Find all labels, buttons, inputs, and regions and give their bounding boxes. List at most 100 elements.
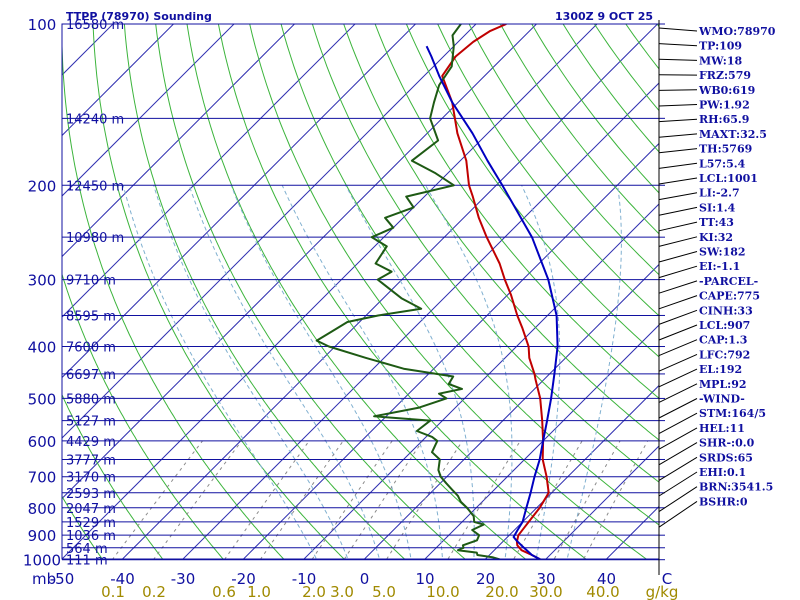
pressure-unit-label: mb [32,570,56,588]
dry-adiabat-line [155,24,466,559]
height-label: 12450 m [66,179,124,194]
pressure-tick-label: 500 [28,390,57,408]
wind-barb [658,398,698,419]
mixing-ratio-tick-label: 0.1 [101,583,125,600]
isobar-lines [62,23,665,561]
wind-barb [658,368,698,388]
dry-adiabat-line [468,24,659,276]
wind-barb [658,118,698,123]
index-entry: SI:1.4 [699,201,736,214]
pressure-tick-label: 200 [28,177,57,195]
height-label: 7600 m [66,341,116,356]
height-label: 16580 m [66,18,124,33]
height-label: 2047 m [66,502,116,517]
index-entry: -PARCEL- [699,275,758,288]
mixing-ratio-tick-label: 10.0 [426,583,459,600]
wind-barb [658,206,698,216]
moist-adiabat-line [230,185,412,559]
isotherm-line [121,24,659,559]
mixing-ratio-tick-label: 5.0 [372,583,396,600]
index-entry: CAP:1.3 [699,334,747,347]
temperature-tick-label: 0 [360,570,370,588]
moist-adiabat-line [153,185,349,559]
height-label: 8595 m [66,309,116,324]
mixing-ratio-tick-label: 0.6 [212,583,236,600]
index-entry: HEL:11 [699,422,745,435]
height-label: 5880 m [66,392,116,407]
index-entry: TT:43 [699,216,734,229]
height-label: 1036 m [66,529,116,544]
index-entry: CAPE:775 [699,290,760,303]
wind-barb [658,486,698,513]
height-label: 564 m [66,542,108,557]
isotherm-line [363,263,659,559]
height-label: 9710 m [66,274,116,289]
mixing-ratio-line [112,440,203,559]
wind-barbs [658,20,698,575]
moist-adiabat-line [521,185,561,559]
pressure-tick-label: 600 [28,433,57,451]
dry-adiabat-line [249,24,648,559]
dry-adiabat-line [343,24,659,441]
index-entry: LI:-2.7 [699,187,740,200]
dry-adiabat-line [123,24,406,559]
dry-adiabat-line [311,24,659,483]
temperature-tick-label: -30 [171,570,196,588]
wind-barb [658,309,698,325]
isotherm-line [62,24,417,379]
wind-barb [658,236,698,247]
chart-datetime: 1300Z 9 OCT 25 [555,10,653,23]
parcel-trace [425,45,559,559]
index-entry: STM:164/5 [699,407,766,420]
index-entry: SRDS:65 [699,451,753,464]
dry-adiabat-line [405,24,659,358]
index-entry: EL:192 [699,363,742,376]
isotherm-line [62,24,235,197]
wind-barb [658,104,698,107]
isotherm-line [62,24,296,258]
mixing-ratio-line [447,440,521,559]
mixing-ratio-line [583,440,649,559]
index-entry: BSHR:0 [699,495,748,508]
mixing-ratio-tick-label: 20.0 [485,583,518,600]
wind-barb [658,148,698,154]
wind-barb [658,89,698,91]
pressure-tick-label: 900 [28,527,57,545]
index-entry: PW:1.92 [699,99,750,112]
index-entry: TP:109 [699,40,742,53]
index-entry: -WIND- [699,393,745,406]
height-label: 5127 m [66,415,116,430]
pressure-tick-label: 400 [28,339,57,357]
wind-barb [658,456,698,481]
wind-barb [658,27,698,32]
index-entry: LFC:792 [699,348,750,361]
wind-barb [658,162,698,169]
temperature-tick-label: 40 [597,570,616,588]
height-label: 3170 m [66,471,116,486]
temperature-tick-label: 10 [415,570,434,588]
index-entry: MW:18 [699,54,742,67]
temperature-tick-label: 20 [476,570,495,588]
mixing-ratio-line [553,440,621,559]
height-label: 1529 m [66,516,116,531]
index-entry: RH:65.9 [699,113,749,126]
mixing-ratio-line [513,440,583,559]
moist-adiabat-line [345,185,475,559]
sounding-traces [315,24,559,559]
wind-barb [658,221,698,232]
dry-adiabat-line [62,495,103,559]
index-entry: EI:-1.1 [699,260,740,273]
height-label: 3777 m [66,453,116,468]
pressure-tick-label: 300 [28,272,57,290]
mixing-ratio-line [153,440,243,559]
wind-barb [658,500,698,528]
mixing-ratio-line [386,440,463,559]
height-label: 4429 m [66,435,116,450]
moist-adiabat-line [188,185,380,559]
index-entry: L57:5.4 [699,157,746,170]
dry-adiabat-line [62,24,285,559]
moist-adiabat-line [281,185,444,559]
index-entry: WMO:78970 [698,25,776,38]
wind-barb [658,427,698,450]
wind-barb [658,353,698,372]
